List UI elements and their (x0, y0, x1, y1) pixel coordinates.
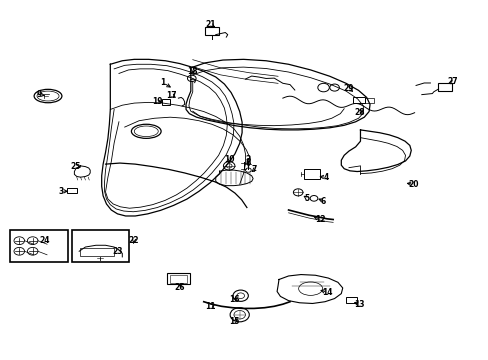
Text: 21: 21 (205, 20, 216, 29)
Text: 29: 29 (343, 85, 353, 94)
Text: 1: 1 (160, 78, 165, 87)
Text: 23: 23 (112, 247, 122, 256)
Text: 12: 12 (314, 215, 325, 224)
Text: 28: 28 (353, 108, 364, 117)
Text: 15: 15 (228, 317, 239, 326)
Text: 22: 22 (128, 236, 138, 245)
Text: 10: 10 (224, 155, 234, 164)
Text: 19: 19 (152, 97, 162, 106)
Text: 3: 3 (59, 187, 64, 196)
Text: 4: 4 (323, 173, 328, 182)
Text: 24: 24 (39, 236, 49, 245)
Text: 2: 2 (245, 155, 250, 164)
Text: 16: 16 (228, 296, 239, 305)
FancyBboxPatch shape (71, 230, 129, 262)
Text: 11: 11 (204, 302, 215, 311)
Text: 8: 8 (245, 158, 250, 167)
Text: 5: 5 (304, 194, 309, 203)
Text: 25: 25 (70, 162, 81, 171)
Text: 7: 7 (251, 165, 256, 174)
Text: 27: 27 (447, 77, 457, 86)
Text: 13: 13 (353, 300, 364, 309)
Text: 26: 26 (174, 283, 184, 292)
Text: 20: 20 (407, 180, 418, 189)
Text: 6: 6 (320, 197, 325, 206)
Text: 17: 17 (166, 91, 177, 100)
Text: 18: 18 (187, 67, 198, 76)
Text: 9: 9 (37, 90, 42, 99)
Text: 14: 14 (321, 288, 331, 297)
FancyBboxPatch shape (10, 230, 67, 262)
